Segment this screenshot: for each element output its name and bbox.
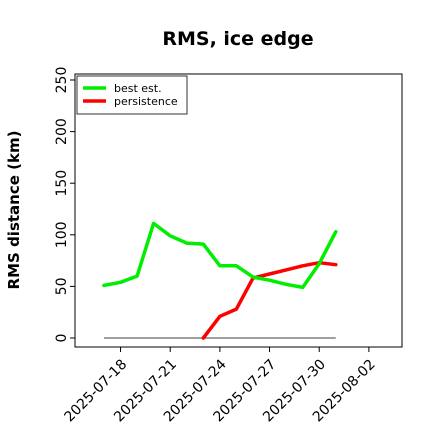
y-tick-label: 150 <box>54 170 70 197</box>
y-axis-label: RMS distance (km) <box>5 131 23 290</box>
legend-box <box>76 75 188 115</box>
y-tick-label: 100 <box>54 221 70 248</box>
legend-label: best est. <box>114 82 162 95</box>
series-line-persistence <box>201 260 338 340</box>
y-tick-label: 200 <box>54 118 70 145</box>
legend-label: persistence <box>114 95 178 108</box>
y-tick-label: 250 <box>54 67 70 94</box>
y-tick-label: 0 <box>54 334 70 343</box>
series-layer <box>102 221 338 340</box>
series-line-best-est <box>102 221 338 290</box>
x-axis: 2025-07-182025-07-212025-07-242025-07-27… <box>62 347 379 425</box>
y-axis: 0 50 100 150 200 250 <box>54 67 75 343</box>
y-tick-label: 50 <box>54 277 70 295</box>
chart-title: RMS, ice edge <box>162 28 313 50</box>
legend: best est.persistence <box>76 75 188 115</box>
